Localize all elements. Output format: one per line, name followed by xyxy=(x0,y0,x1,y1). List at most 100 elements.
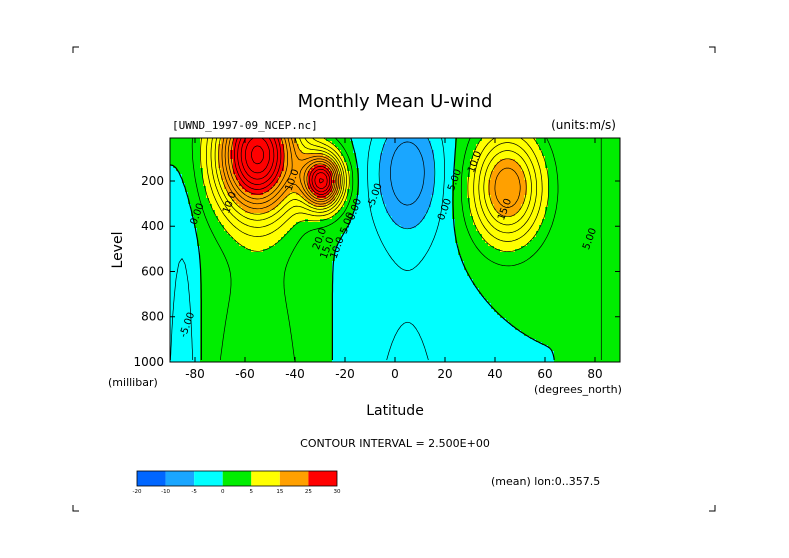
field-cell xyxy=(188,162,192,166)
field-cell xyxy=(221,177,225,181)
field-cell xyxy=(173,243,177,247)
field-cell xyxy=(278,273,282,277)
field-cell xyxy=(311,243,315,247)
field-cell xyxy=(284,360,288,362)
field-cell xyxy=(335,351,339,355)
field-cell xyxy=(224,237,228,241)
field-cell xyxy=(230,318,234,322)
field-cell xyxy=(269,243,273,247)
field-cell xyxy=(269,189,273,193)
field-cell xyxy=(203,174,207,178)
field-cell xyxy=(332,330,336,334)
field-cell xyxy=(179,198,183,202)
field-cell xyxy=(284,231,288,235)
field-cell xyxy=(257,210,261,214)
field-cell xyxy=(227,156,231,160)
field-cell xyxy=(251,285,255,289)
field-cell xyxy=(344,348,348,352)
field-cell xyxy=(221,255,225,259)
field-cell xyxy=(272,357,276,361)
field-cell xyxy=(206,183,210,187)
field-cell xyxy=(269,327,273,331)
field-cell xyxy=(305,306,309,310)
field-cell xyxy=(173,147,177,151)
field-cell xyxy=(170,297,174,301)
field-cell xyxy=(254,183,258,187)
field-cell xyxy=(212,159,216,163)
field-cell xyxy=(356,330,360,334)
field-cell xyxy=(209,186,213,190)
field-cell xyxy=(320,159,324,163)
field-cell xyxy=(266,249,270,253)
field-cell xyxy=(329,255,333,259)
field-cell xyxy=(212,156,216,160)
field-cell xyxy=(290,198,294,202)
field-cell xyxy=(215,351,219,355)
field-cell xyxy=(215,207,219,211)
field-cell xyxy=(236,279,240,283)
field-cell xyxy=(353,315,357,319)
field-cell xyxy=(350,258,354,262)
field-cell xyxy=(212,318,216,322)
field-cell xyxy=(188,141,192,145)
field-cell xyxy=(296,288,300,292)
field-cell xyxy=(338,237,342,241)
field-cell xyxy=(242,276,246,280)
field-cell xyxy=(179,279,183,283)
field-cell xyxy=(299,300,303,304)
field-cell xyxy=(176,279,180,283)
field-cell xyxy=(248,225,252,229)
field-cell xyxy=(239,303,243,307)
field-cell xyxy=(245,195,249,199)
field-cell xyxy=(326,252,330,256)
field-cell xyxy=(179,339,183,343)
field-cell xyxy=(323,144,327,148)
field-cell xyxy=(215,303,219,307)
field-cell xyxy=(269,291,273,295)
field-cell xyxy=(332,291,336,295)
field-cell xyxy=(356,357,360,361)
field-cell xyxy=(263,246,267,250)
field-cell xyxy=(311,210,315,214)
field-cell xyxy=(344,243,348,247)
field-cell xyxy=(239,279,243,283)
field-cell xyxy=(197,180,201,184)
field-cell xyxy=(350,231,354,235)
field-cell xyxy=(212,276,216,280)
field-cell xyxy=(329,351,333,355)
field-cell xyxy=(329,309,333,313)
field-cell xyxy=(251,177,255,181)
field-cell xyxy=(257,231,261,235)
field-cell xyxy=(206,264,210,268)
field-cell xyxy=(332,279,336,283)
field-cell xyxy=(173,204,177,208)
field-cell xyxy=(257,162,261,166)
field-cell xyxy=(332,303,336,307)
field-cell xyxy=(209,222,213,226)
field-cell xyxy=(182,303,186,307)
field-cell xyxy=(290,345,294,349)
field-cell xyxy=(239,291,243,295)
field-cell xyxy=(293,330,297,334)
field-cell xyxy=(245,324,249,328)
field-cell xyxy=(221,243,225,247)
field-cell xyxy=(197,255,201,259)
field-cell xyxy=(170,252,174,256)
field-cell xyxy=(227,276,231,280)
field-cell xyxy=(278,228,282,232)
field-cell xyxy=(278,180,282,184)
field-cell xyxy=(224,330,228,334)
field-cell xyxy=(173,198,177,202)
field-cell xyxy=(176,147,180,151)
field-cell xyxy=(170,279,174,283)
field-cell xyxy=(335,312,339,316)
field-cell xyxy=(320,255,324,259)
field-cell xyxy=(290,243,294,247)
field-cell xyxy=(314,159,318,163)
field-cell xyxy=(173,351,177,355)
field-cell xyxy=(236,168,240,172)
field-cell xyxy=(257,225,261,229)
field-cell xyxy=(299,153,303,157)
field-cell xyxy=(218,192,222,196)
field-cell xyxy=(311,216,315,220)
